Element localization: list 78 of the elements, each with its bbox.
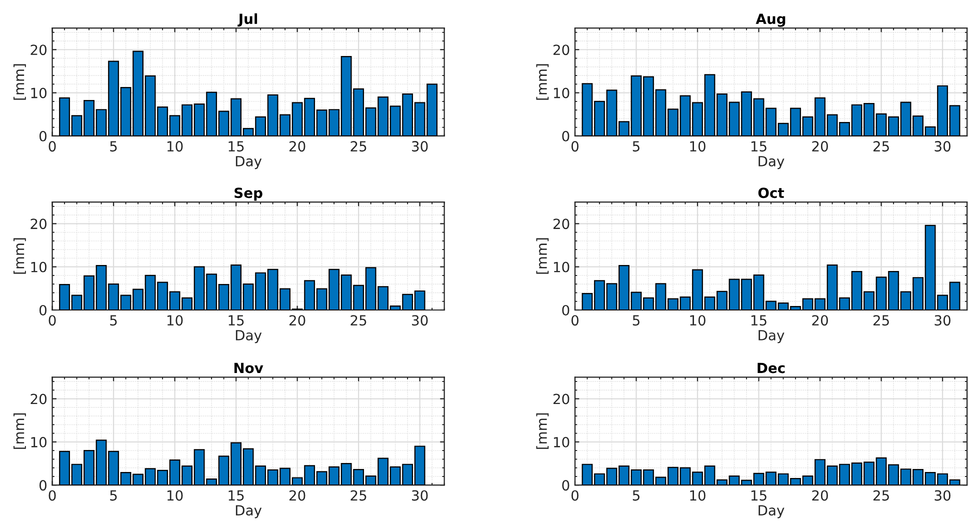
y-tick-label: 10 [31,262,46,272]
y-tick-label: 10 [554,436,570,448]
x-tick-label: 15 [228,490,244,501]
y-tick-label: 20 [553,44,570,56]
y-tick-label: 0 [562,304,570,316]
y-axis-title: [mm] [14,413,26,449]
x-axis-title: Day [236,505,262,518]
x-tick-label: 30 [412,141,428,152]
x-tick-label: 0 [48,141,56,152]
x-tick-label: 15 [751,141,766,152]
x-tick-label: 25 [350,490,366,501]
chart-title: Jul [238,13,258,27]
y-tick-label: 10 [554,88,570,98]
x-axis-title: Day [758,156,784,170]
x-tick-label: 20 [812,141,828,152]
x-tick-label: 20 [812,315,828,326]
y-tick-label: 20 [553,394,570,404]
x-tick-label: 0 [571,315,578,326]
x-tick-label: 10 [690,490,706,501]
x-tick-label: 25 [873,141,889,152]
x-tick-label: 20 [812,490,828,501]
x-tick-label: 15 [751,315,766,326]
x-tick-label: 25 [873,490,889,501]
y-tick-label: 0 [39,130,46,142]
x-tick-label: 25 [873,315,889,326]
x-tick-label: 5 [632,141,640,152]
x-tick-label: 30 [934,141,950,152]
x-tick-label: 30 [934,490,950,501]
x-tick-label: 10 [167,141,183,152]
x-tick-label: 10 [690,141,706,152]
x-tick-label: 5 [632,315,640,326]
x-tick-label: 30 [412,490,428,501]
x-axis-title: Day [236,156,262,170]
x-tick-label: 30 [934,315,950,326]
chart-title: Sep [234,188,262,201]
x-tick-label: 5 [110,141,117,152]
y-tick-label: 20 [30,394,46,404]
x-axis-title: Day [236,330,262,344]
x-tick-label: 15 [228,315,244,326]
y-tick-label: 0 [562,130,570,142]
y-tick-label: 10 [31,88,46,98]
chart-title: Oct [758,188,784,198]
x-tick-label: 15 [751,490,766,501]
x-tick-label: 5 [110,315,117,326]
x-tick-label: 30 [412,315,428,326]
x-tick-label: 20 [289,490,306,501]
chart-title: Dec [758,362,785,374]
y-tick-label: 20 [30,218,46,230]
y-axis-title: [mm] [14,238,26,274]
y-tick-label: 0 [39,480,46,491]
x-tick-label: 0 [571,490,578,501]
x-tick-label: 20 [289,141,306,152]
x-axis-title: Day [758,505,784,518]
y-axis-title: [mm] [536,238,549,274]
y-tick-label: 20 [553,218,570,230]
x-tick-label: 5 [632,490,640,501]
x-tick-label: 10 [167,315,183,326]
x-tick-label: 10 [690,315,706,326]
x-tick-label: 25 [350,141,366,152]
x-axis-title: Day [758,330,784,344]
x-tick-label: 0 [48,490,56,501]
y-axis-title: [mm] [536,413,549,449]
x-tick-label: 0 [48,315,56,326]
chart-title: Nov [234,362,264,374]
y-axis-title: [mm] [14,64,26,100]
y-tick-label: 0 [562,480,570,491]
y-tick-label: 0 [39,304,46,316]
y-axis-title: [mm] [536,64,549,100]
x-tick-label: 15 [228,141,244,152]
x-tick-label: 20 [289,315,306,326]
x-tick-label: 25 [350,315,366,326]
y-tick-label: 10 [31,436,46,448]
x-tick-label: 0 [571,141,578,152]
x-tick-label: 10 [167,490,183,501]
y-tick-label: 20 [30,44,46,56]
chart-title: Aug [756,14,786,27]
x-tick-label: 5 [110,490,117,501]
y-tick-label: 10 [554,262,570,272]
